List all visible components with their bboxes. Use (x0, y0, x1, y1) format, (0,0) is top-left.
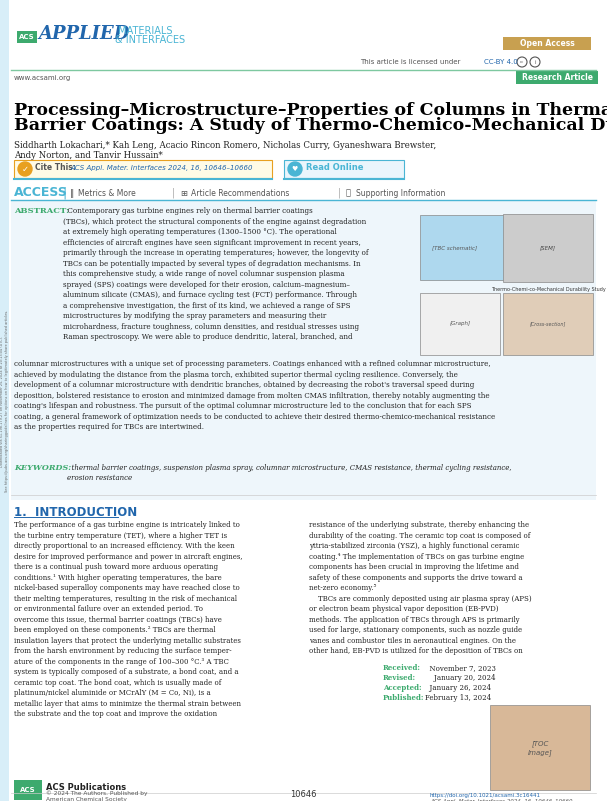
Text: Revised:: Revised: (383, 674, 416, 682)
Text: Downloaded via 51.198.179.27 on November 25, 2024 at 20:13:04 (UTC).
See https:/: Downloaded via 51.198.179.27 on November… (0, 310, 9, 492)
FancyBboxPatch shape (17, 31, 37, 43)
FancyBboxPatch shape (516, 71, 598, 84)
Text: ACS Appl. Mater. Interfaces 2024, 16, 10646–10660: ACS Appl. Mater. Interfaces 2024, 16, 10… (70, 165, 253, 171)
Text: ACCESS: ACCESS (14, 187, 68, 199)
Text: January 26, 2024: January 26, 2024 (425, 684, 491, 692)
Text: Accepted:: Accepted: (383, 684, 422, 692)
Bar (0, 0, 9, 801)
Text: ACS: ACS (20, 787, 36, 793)
Text: ✓: ✓ (21, 164, 29, 174)
Text: |: | (62, 187, 66, 199)
Text: © 2024 The Authors. Published by
American Chemical Society: © 2024 The Authors. Published by America… (46, 790, 148, 801)
Text: Open Access: Open Access (520, 39, 574, 49)
Bar (503, 214, 593, 282)
Text: APPLIED: APPLIED (38, 25, 129, 43)
Text: ACS: ACS (19, 34, 35, 40)
Text: Contemporary gas turbine engines rely on thermal barrier coatings
(TBCs), which : Contemporary gas turbine engines rely on… (63, 207, 368, 341)
FancyBboxPatch shape (284, 160, 404, 178)
Text: & INTERFACES: & INTERFACES (115, 35, 185, 45)
Text: cc: cc (520, 60, 524, 64)
Text: January 20, 2024: January 20, 2024 (425, 674, 495, 682)
Text: ABSTRACT:: ABSTRACT: (14, 207, 69, 215)
Text: [Cross-section]: [Cross-section] (530, 321, 566, 327)
Text: i: i (534, 59, 536, 65)
Text: Supporting Information: Supporting Information (356, 188, 446, 198)
Text: ♥: ♥ (292, 166, 298, 172)
Text: www.acsami.org: www.acsami.org (14, 75, 71, 81)
Text: [TOC
Image]: [TOC Image] (527, 740, 552, 755)
Text: Article Recommendations: Article Recommendations (191, 188, 290, 198)
Text: This article is licensed under: This article is licensed under (360, 59, 463, 65)
Text: ‖: ‖ (70, 188, 74, 198)
Text: [SEM]: [SEM] (540, 245, 556, 251)
Text: Siddharth Lokachari,* Kah Leng, Acacio Rincon Romero, Nicholas Curry, Gyaneshwar: Siddharth Lokachari,* Kah Leng, Acacio R… (14, 141, 436, 150)
Text: https://doi.org/10.1021/acsami.3c16441: https://doi.org/10.1021/acsami.3c16441 (430, 794, 541, 799)
Text: Andy Norton, and Tanvir Hussain*: Andy Norton, and Tanvir Hussain* (14, 151, 163, 160)
Text: ACS Appl. Mater. Interfaces 2024, 16, 10646–10660: ACS Appl. Mater. Interfaces 2024, 16, 10… (430, 799, 572, 801)
Text: Research Article: Research Article (521, 73, 592, 82)
Text: Metrics & More: Metrics & More (78, 188, 136, 198)
Text: The performance of a gas turbine engine is intricately linked to
the turbine ent: The performance of a gas turbine engine … (14, 521, 243, 718)
Text: February 13, 2024: February 13, 2024 (425, 694, 491, 702)
Circle shape (288, 162, 302, 176)
Text: CC-BY 4.0: CC-BY 4.0 (484, 59, 518, 65)
Text: |: | (172, 187, 175, 199)
Text: 1.  INTRODUCTION: 1. INTRODUCTION (14, 506, 137, 519)
Text: Thermo-Chemi­co-Mechanical Durability Study: Thermo-Chemi­co-Mechanical Durability St… (490, 288, 605, 292)
Text: |: | (338, 187, 341, 199)
Text: ACS Publications: ACS Publications (46, 783, 126, 791)
Bar (420, 293, 500, 355)
FancyBboxPatch shape (14, 160, 272, 178)
Bar (503, 293, 593, 355)
Text: KEYWORDS:: KEYWORDS: (14, 464, 71, 472)
Text: thermal barrier coatings, suspension plasma spray, columnar microstructure, CMAS: thermal barrier coatings, suspension pla… (67, 464, 512, 482)
Text: Barrier Coatings: A Study of Thermo-Chemico-Mechanical Durability: Barrier Coatings: A Study of Thermo-Chem… (14, 117, 607, 134)
FancyBboxPatch shape (503, 37, 591, 50)
Text: 10646: 10646 (290, 790, 316, 799)
Text: Read Online: Read Online (306, 163, 364, 172)
Bar (420, 215, 590, 280)
Text: [Graph]: [Graph] (449, 321, 470, 327)
Bar (11, 200, 596, 500)
Text: Published:: Published: (383, 694, 424, 702)
Text: Processing–Microstructure–Properties of Columns in Thermal: Processing–Microstructure–Properties of … (14, 102, 607, 119)
Text: ⚿: ⚿ (346, 188, 351, 198)
Text: Cite This:: Cite This: (35, 163, 76, 172)
Text: MATERIALS: MATERIALS (115, 26, 172, 36)
Circle shape (18, 162, 32, 176)
Text: Received:: Received: (383, 664, 421, 672)
Text: ⊞: ⊞ (180, 188, 187, 198)
Text: November 7, 2023: November 7, 2023 (425, 664, 496, 672)
Text: resistance of the underlying substrate, thereby enhancing the
durability of the : resistance of the underlying substrate, … (309, 521, 532, 655)
FancyBboxPatch shape (14, 780, 42, 800)
Text: columnar microstructures with a unique set of processing parameters. Coatings en: columnar microstructures with a unique s… (14, 360, 495, 431)
Text: [TBC schematic]: [TBC schematic] (432, 245, 478, 251)
Bar (490, 705, 590, 790)
